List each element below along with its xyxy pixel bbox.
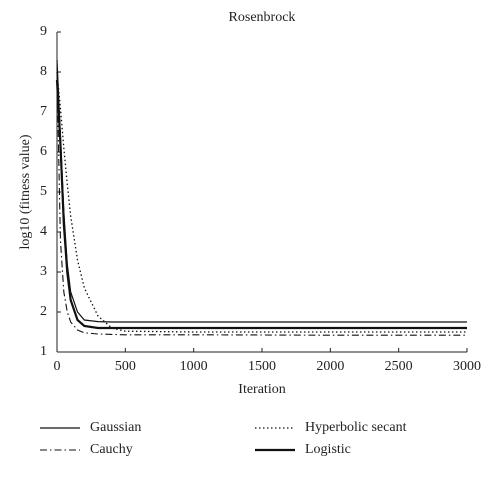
x-tick-label: 1000 bbox=[180, 359, 208, 374]
y-tick-label: 8 bbox=[40, 64, 47, 79]
x-tick-label: 500 bbox=[115, 359, 136, 374]
x-tick-label: 2000 bbox=[316, 359, 344, 374]
x-tick-label: 3000 bbox=[453, 359, 481, 374]
y-tick-label: 3 bbox=[40, 264, 47, 279]
y-tick-label: 2 bbox=[40, 304, 47, 319]
y-tick-label: 4 bbox=[40, 224, 47, 239]
series-line bbox=[56, 71, 467, 333]
y-tick-label: 5 bbox=[40, 184, 47, 199]
x-tick-label: 2500 bbox=[385, 359, 413, 374]
y-tick-label: 1 bbox=[40, 344, 47, 359]
legend-label: Hyperbolic secant bbox=[305, 420, 407, 435]
legend-label: Logistic bbox=[305, 442, 351, 457]
chart-title: Rosenbrock bbox=[229, 10, 296, 25]
y-tick-label: 6 bbox=[40, 144, 47, 159]
series-line bbox=[56, 71, 467, 336]
x-tick-label: 0 bbox=[54, 359, 61, 374]
series-line bbox=[55, 79, 467, 330]
x-axis-label: Iteration bbox=[238, 382, 285, 397]
x-tick-label: 1500 bbox=[248, 359, 276, 374]
y-axis-label: log10 (fitness value) bbox=[18, 134, 33, 249]
y-tick-label: 7 bbox=[40, 104, 47, 119]
legend-label: Cauchy bbox=[90, 442, 133, 457]
legend-label: Gaussian bbox=[90, 420, 141, 435]
series-line bbox=[56, 59, 467, 323]
y-tick-label: 9 bbox=[40, 24, 47, 39]
